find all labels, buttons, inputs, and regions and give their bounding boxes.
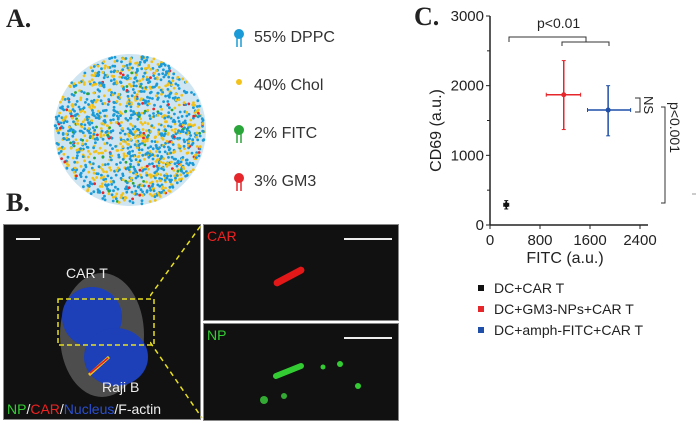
scale-bar (344, 238, 392, 240)
zoom-lines (150, 223, 203, 419)
legend-swatch (478, 306, 484, 312)
cells-image (57, 273, 155, 397)
bracket-right (661, 106, 666, 204)
np-inset-label: NP (207, 327, 227, 343)
bracket-ns (635, 97, 641, 113)
legend-label: DC+GM3-NPs+CAR T (494, 301, 634, 317)
x-tick-label: 1600 (573, 232, 606, 249)
car-inset: CAR (203, 224, 399, 321)
lipid-icon (234, 29, 244, 47)
data-point-1 (545, 60, 582, 131)
cd69-vs-fitc-chart: 0 1000 2000 3000 0 800 1600 2400 FITC (a.u.) CD69… (428, 8, 696, 267)
legend-label: DC+amph-FITC+CAR T (494, 322, 644, 338)
legend-item: DC+GM3-NPs+CAR T (478, 301, 634, 317)
legend-item: DC+CAR T (478, 280, 564, 296)
lipid-icon (234, 125, 244, 143)
x-axis-label: FITC (a.u.) (526, 250, 603, 267)
component-2: 2% FITC (232, 124, 317, 144)
np-inset: NP (203, 323, 399, 421)
lipid-icon (236, 79, 242, 85)
merged-micrograph: CAR T Raji B NP/CAR/Nucleus/F-actin (3, 224, 201, 420)
x-tick-label: 2400 (623, 232, 656, 249)
component-0: 55% DPPC (232, 28, 335, 48)
data-point-0 (503, 200, 510, 210)
legend-swatch (478, 285, 484, 291)
bracket-sub (561, 41, 610, 46)
y-tick-label: 2000 (451, 78, 484, 95)
legend-swatch (478, 327, 484, 333)
component-3: 3% GM3 (232, 172, 316, 192)
component-label: 2% FITC (254, 125, 318, 142)
np-signal (260, 361, 361, 404)
car-inset-label: CAR (207, 228, 237, 244)
x-tick-label: 0 (486, 232, 494, 249)
car-t-label: CAR T (66, 265, 108, 281)
component-label: 55% DPPC (254, 29, 335, 46)
annotation-right: p<0.001 (667, 102, 683, 153)
component-label: 3% GM3 (254, 173, 317, 190)
annotation-top: p<0.01 (537, 15, 580, 31)
y-axis-label: CD69 (a.u.) (428, 89, 445, 172)
y-tick-label: 3000 (451, 8, 484, 25)
marker (503, 202, 509, 208)
legend-item: DC+amph-FITC+CAR T (478, 322, 643, 338)
scale-bar (16, 238, 40, 240)
panel-b-label: B. (6, 188, 30, 217)
y-tick-label: 0 (476, 217, 484, 234)
y-tick-label: 1000 (451, 147, 484, 164)
raji-b-label: Raji B (102, 379, 140, 395)
panel-a-label: A. (6, 4, 32, 33)
legend-label: DC+CAR T (494, 280, 565, 296)
scale-bar (344, 337, 392, 339)
annotation-ns: NS (641, 96, 656, 114)
bracket-top (508, 36, 587, 42)
panel-c-label: C. (414, 2, 440, 31)
lipid-icon (234, 173, 244, 191)
component-1: 40% Chol (232, 76, 323, 96)
marker (605, 107, 611, 113)
channel-legend: NP/CAR/Nucleus/F-actin (7, 401, 162, 417)
component-label: 40% Chol (254, 77, 324, 94)
liposome-sphere (53, 54, 206, 206)
data-point-2 (587, 85, 632, 137)
x-tick-label: 800 (527, 232, 552, 249)
marker (561, 92, 567, 98)
